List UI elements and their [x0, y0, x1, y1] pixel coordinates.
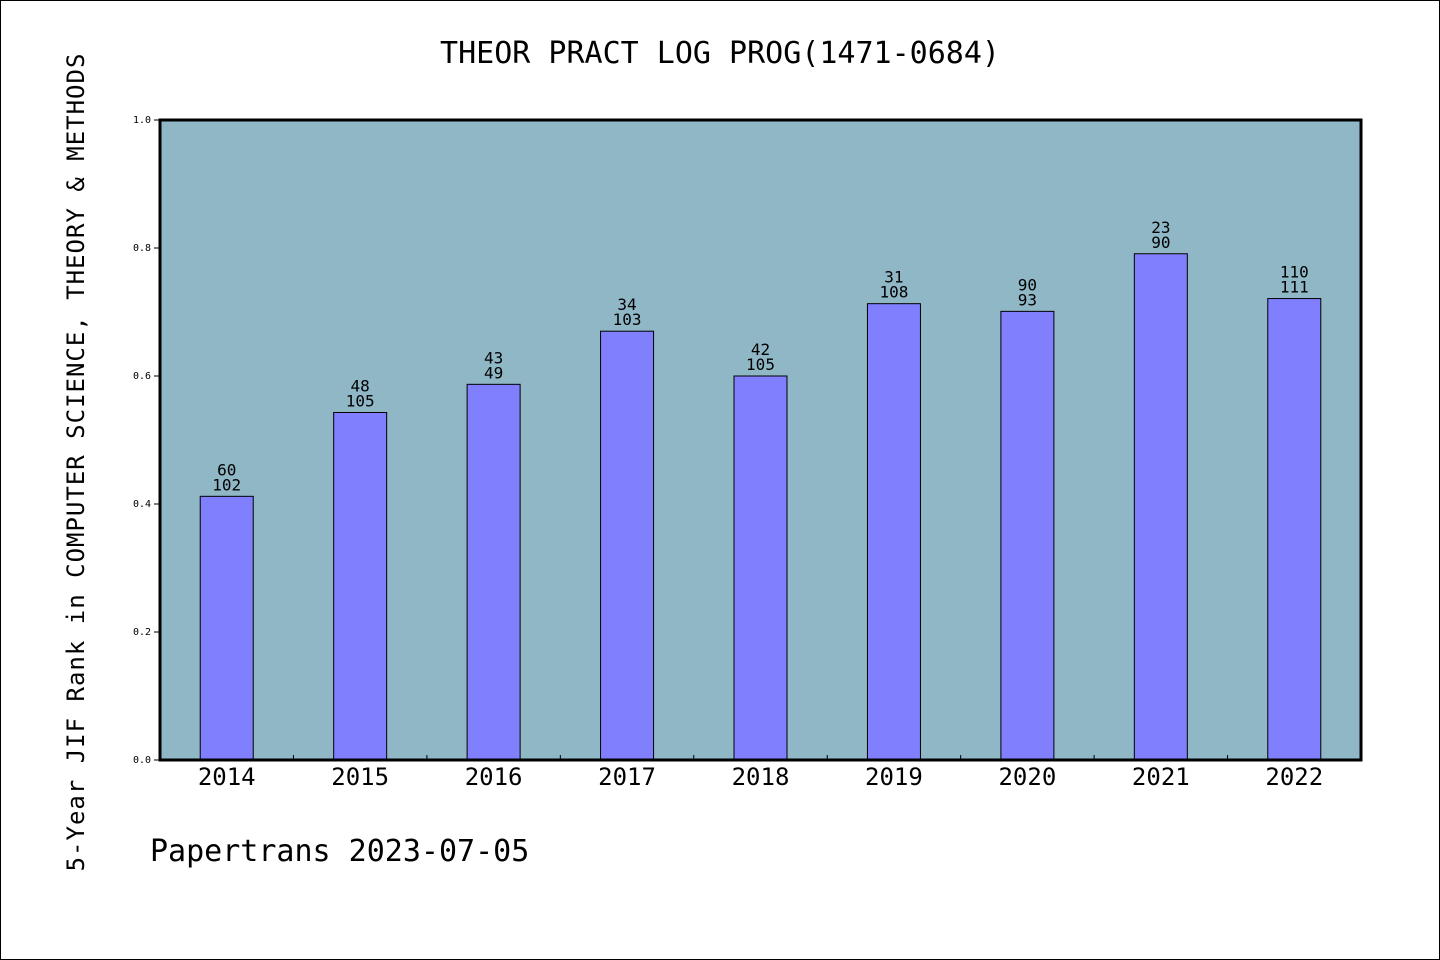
x-tick-label: 2017: [598, 763, 656, 791]
bar-rank-label: 110: [1280, 263, 1309, 282]
bar-rank-label: 34: [617, 295, 636, 314]
bar-rank-label: 43: [484, 348, 503, 367]
x-tick-label: 2020: [998, 763, 1056, 791]
bar-rank-total-label: 49: [484, 363, 503, 382]
y-tick-label: 0.0: [133, 755, 151, 766]
bar-rank-total-label: 111: [1280, 278, 1309, 297]
x-tick-label: 2014: [198, 763, 256, 791]
bar-rank-label: 42: [751, 340, 770, 359]
bar: [600, 330, 655, 761]
y-tick-label: 0.8: [133, 243, 151, 254]
bar-rank-label: 90: [1018, 275, 1037, 294]
x-tick-label: 2022: [1265, 763, 1323, 791]
bar-rank-total-label: 90: [1151, 233, 1170, 252]
y-tick-label: 1.0: [133, 115, 151, 126]
bar-rank-label: 60: [217, 460, 236, 479]
bar: [733, 375, 788, 761]
bar: [1000, 310, 1055, 761]
plot-border: [158, 118, 1363, 762]
bar-rank-label: 23: [1151, 218, 1170, 237]
bar-rank-label: 31: [884, 268, 903, 287]
bar: [199, 495, 254, 761]
y-tick-label: 0.6: [133, 371, 151, 382]
bar: [866, 303, 921, 761]
x-tick-label: 2016: [465, 763, 523, 791]
x-tick-label: 2019: [865, 763, 923, 791]
x-tick-label: 2018: [732, 763, 790, 791]
bar-rank-total-label: 93: [1018, 290, 1037, 309]
x-tick-label: 2015: [331, 763, 389, 791]
bar: [1267, 298, 1322, 761]
x-tick-label: 2021: [1132, 763, 1190, 791]
bar: [1133, 253, 1188, 761]
bar-rank-label: 48: [351, 376, 370, 395]
bar-rank-total-label: 105: [346, 391, 375, 410]
bar-rank-total-label: 105: [746, 355, 775, 374]
y-tick-label: 0.4: [133, 499, 151, 510]
bar: [333, 411, 388, 761]
bar: [466, 383, 521, 761]
chart-title: THEOR PRACT LOG PROG(1471-0684): [440, 36, 1000, 71]
footer-note: Papertrans 2023-07-05: [150, 834, 530, 869]
bar-rank-total-label: 108: [879, 283, 908, 302]
bar-rank-total-label: 102: [212, 475, 241, 494]
bar-rank-total-label: 103: [613, 310, 642, 329]
y-tick-label: 0.2: [133, 627, 151, 638]
